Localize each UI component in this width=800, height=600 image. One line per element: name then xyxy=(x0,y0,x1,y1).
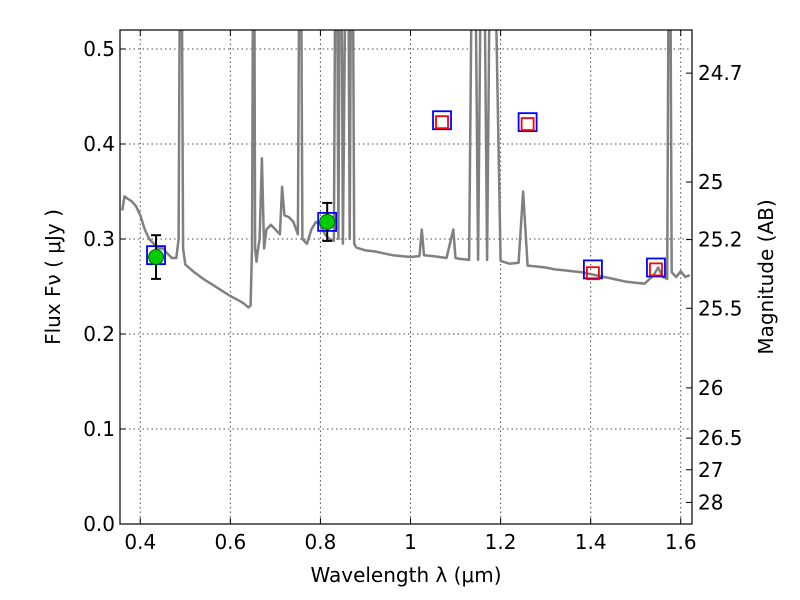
y2-tick-label: 25.2 xyxy=(698,228,743,252)
green-circle-marker xyxy=(319,213,336,230)
y-tick-label: 0.4 xyxy=(83,132,115,156)
red-square-marker xyxy=(649,262,663,277)
y2-tick-label: 25 xyxy=(698,170,723,194)
plot-area xyxy=(121,30,691,309)
y2-tick-label: 26 xyxy=(698,376,723,400)
y2-tick-label: 28 xyxy=(698,490,723,514)
blue-square-marker xyxy=(432,110,452,131)
y-axis-label: Flux Fν ( μJy ) xyxy=(41,209,65,345)
y-tick-label: 0.1 xyxy=(83,417,115,441)
y2-axis-label: Magnitude (AB) xyxy=(754,199,778,354)
x-tick-label: 1.2 xyxy=(485,530,517,554)
x-tick-label: 0.8 xyxy=(305,530,337,554)
x-tick-label: 1 xyxy=(404,530,417,554)
plot-frame xyxy=(119,29,693,525)
x-tick-label: 1.4 xyxy=(575,530,607,554)
x-tick-label: 0.6 xyxy=(214,530,246,554)
spectrum-line xyxy=(121,30,691,309)
green-circle-marker xyxy=(148,249,165,266)
x-axis-label: Wavelength λ (μm) xyxy=(310,563,501,587)
y-tick-label: 0.3 xyxy=(83,227,115,251)
axes-layer: 0.4 0.6 0.8 1 1.2 1.4 1.6 0.0 0.1 0.2 0.3 0.4 0.5 24.… xyxy=(83,30,743,554)
y2-tick-label: 27 xyxy=(698,458,723,482)
y-tick-label: 0.2 xyxy=(83,322,115,346)
x-tick-label: 0.4 xyxy=(124,530,156,554)
y-tick-label: 0.0 xyxy=(83,512,115,536)
y2-tick-label: 24.7 xyxy=(698,61,743,85)
red-square-marker xyxy=(586,266,600,281)
y2-tick-label: 25.5 xyxy=(698,296,743,320)
red-square-marker xyxy=(435,115,449,130)
red-square-marker xyxy=(520,117,535,131)
y2-tick-label: 26.5 xyxy=(698,426,743,450)
x-tick-label: 1.6 xyxy=(665,530,697,554)
blue-square-marker xyxy=(517,112,538,133)
y-tick-label: 0.5 xyxy=(83,37,115,61)
blue-square-marker xyxy=(646,257,666,278)
